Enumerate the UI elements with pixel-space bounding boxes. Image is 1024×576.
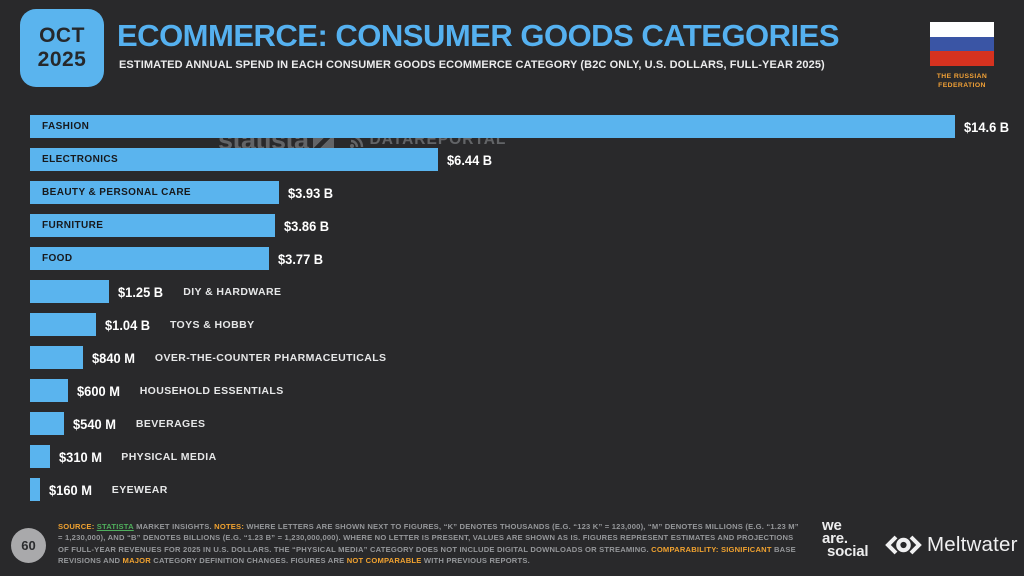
badge-month: OCT — [39, 24, 85, 47]
chart-row: $600 M HOUSEHOLD ESSENTIALS — [30, 379, 1013, 402]
bar-label: TOYS & HOBBY — [169, 318, 255, 331]
footnote-text: BASE REVISIONS AND — [58, 544, 796, 565]
bar-value: $6.44 B — [447, 151, 493, 168]
country-label: THE RUSSIAN FEDERATION — [936, 73, 988, 89]
footnote-text: SIGNIFICANT — [720, 544, 772, 554]
bar: FOOD — [30, 247, 269, 270]
meltwater-logo: Meltwater — [885, 533, 1018, 557]
page-number: 60 — [21, 538, 36, 553]
chart-row: $840 M OVER-THE-COUNTER PHARMACEUTICALS — [30, 346, 1013, 369]
chart-row: ELECTRONICS $6.44 B — [30, 148, 1013, 171]
bar-value: $160 M — [49, 481, 93, 498]
bar: BEAUTY & PERSONAL CARE — [30, 181, 279, 204]
bar — [30, 346, 84, 369]
footnote-text: WHERE LETTERS ARE SHOWN NEXT TO FIGURES,… — [58, 522, 799, 554]
chart-row: FASHION $14.6 B — [30, 115, 1013, 138]
footnote-text: MARKET INSIGHTS. — [133, 522, 215, 531]
footnote-text: NOT COMPARABLE — [346, 555, 422, 565]
bar: ELECTRONICS — [30, 148, 438, 171]
date-badge: OCT 2025 — [20, 9, 104, 87]
bar-label: PHYSICAL MEDIA — [121, 450, 217, 463]
bar-label: HOUSEHOLD ESSENTIALS — [139, 384, 284, 397]
chart-row: $1.25 B DIY & HARDWARE — [30, 280, 1013, 303]
bar-label: DIY & HARDWARE — [183, 285, 282, 298]
bar-value: $840 M — [92, 349, 136, 366]
bar-value: $1.25 B — [118, 283, 164, 300]
footnotes: SOURCE: STATISTA MARKET INSIGHTS. NOTES:… — [58, 521, 802, 566]
we-are-social-line: social — [827, 542, 869, 560]
we-are-social-line: are. — [822, 529, 848, 547]
bar-value: $3.93 B — [288, 184, 334, 201]
page-title: ECOMMERCE: CONSUMER GOODS CATEGORIES — [117, 18, 840, 53]
flag-stripe-white — [930, 22, 994, 37]
bar-value: $3.86 B — [283, 217, 329, 234]
chart-row: $1.04 B TOYS & HOBBY — [30, 313, 1013, 336]
bar-label: FURNITURE — [42, 220, 104, 231]
bar — [30, 478, 41, 501]
flag-stripe-blue — [930, 36, 994, 52]
chart-row: BEAUTY & PERSONAL CARE $3.93 B — [30, 181, 1013, 204]
footnote-text: MAJOR — [122, 555, 151, 565]
bar: FURNITURE — [30, 214, 275, 237]
bar-value: $540 M — [73, 415, 117, 432]
bar — [30, 445, 50, 468]
bar-label: BEVERAGES — [135, 417, 206, 430]
flag-stripe-red — [930, 51, 994, 67]
bar — [30, 379, 68, 402]
bar-value: $600 M — [77, 382, 120, 399]
bar — [30, 313, 96, 336]
we-are-social-line: we — [822, 517, 842, 534]
footnote-text: COMPARABILITY: — [651, 544, 721, 554]
footnote-text: CATEGORY DEFINITION CHANGES. FIGURES ARE — [150, 555, 347, 565]
footnote-text: SOURCE: — [58, 522, 97, 531]
chart-row: FURNITURE $3.86 B — [30, 214, 1013, 237]
meltwater-wordmark: Meltwater — [927, 533, 1018, 556]
bar — [30, 280, 110, 303]
bar: FASHION — [30, 115, 955, 138]
badge-year: 2025 — [37, 48, 87, 71]
footnote-text: WITH PREVIOUS REPORTS. — [421, 555, 530, 565]
russia-flag-icon — [930, 22, 994, 67]
bar-label: EYEWEAR — [111, 483, 168, 496]
bar-value: $310 M — [58, 448, 102, 465]
bar-value: $1.04 B — [104, 316, 151, 333]
country-indicator: THE RUSSIAN FEDERATION — [929, 22, 995, 90]
page-subtitle: ESTIMATED ANNUAL SPEND IN EACH CONSUMER … — [119, 59, 825, 71]
chart-row: $310 M PHYSICAL MEDIA — [30, 445, 1013, 468]
bar-label: FASHION — [42, 121, 90, 132]
statista-link[interactable]: STATISTA — [96, 522, 134, 531]
bar-label: FOOD — [42, 253, 73, 264]
bar-label: ELECTRONICS — [42, 154, 119, 165]
bar-label: BEAUTY & PERSONAL CARE — [42, 187, 192, 198]
chart-row: $540 M BEVERAGES — [30, 412, 1013, 435]
bar — [30, 412, 65, 435]
bar-chart: FASHION $14.6 B ELECTRONICS $6.44 B BEAUTY &… — [30, 115, 1013, 501]
chart-row: FOOD $3.77 B — [30, 247, 1013, 270]
we-are-social-logo: we are. social — [822, 517, 869, 560]
chart-row: $160 M EYEWEAR — [30, 478, 1013, 501]
meltwater-eye-icon — [885, 535, 922, 555]
page-number-badge: 60 — [11, 528, 46, 563]
bar-value: $14.6 B — [964, 118, 1010, 135]
bar-label: OVER-THE-COUNTER PHARMACEUTICALS — [154, 351, 387, 364]
footnote-text: NOTES: — [214, 522, 247, 531]
bar-value: $3.77 B — [277, 250, 324, 267]
